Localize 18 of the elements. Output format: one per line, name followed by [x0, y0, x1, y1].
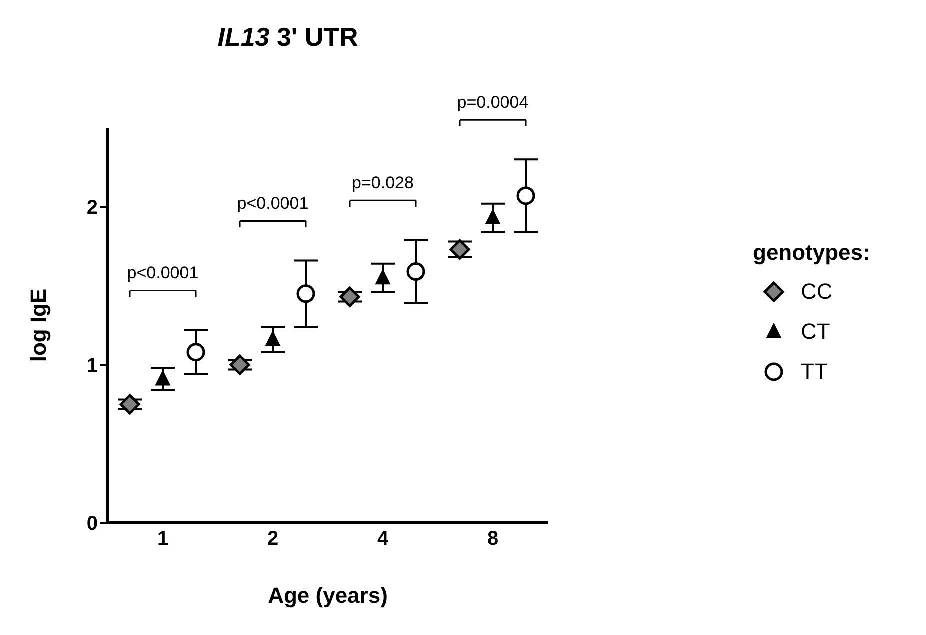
x-tick-label: 2 [267, 528, 279, 550]
legend-label: CC [801, 279, 833, 305]
y-tick-label: 2 [86, 197, 98, 220]
y-tick-label: 1 [86, 355, 98, 378]
x-tick-label: 4 [377, 528, 390, 550]
x-tick-label: 1 [157, 528, 169, 550]
x-tick-label: 8 [487, 528, 499, 550]
annotation: p<0.0001 [127, 264, 199, 283]
legend-title: genotypes: [753, 240, 870, 266]
legend-label: TT [801, 359, 828, 385]
y-tick-label: 0 [86, 513, 98, 536]
legend-label: CT [801, 319, 830, 345]
text: p=0.0004 [457, 93, 529, 112]
annotation: p=0.028 [352, 174, 414, 193]
y-axis-title: log IgE [26, 288, 51, 362]
annotation: p<0.0001 [237, 194, 309, 214]
chart-title: IL13 3' UTR [216, 22, 360, 53]
x-axis-title: Age (years) [268, 583, 388, 608]
